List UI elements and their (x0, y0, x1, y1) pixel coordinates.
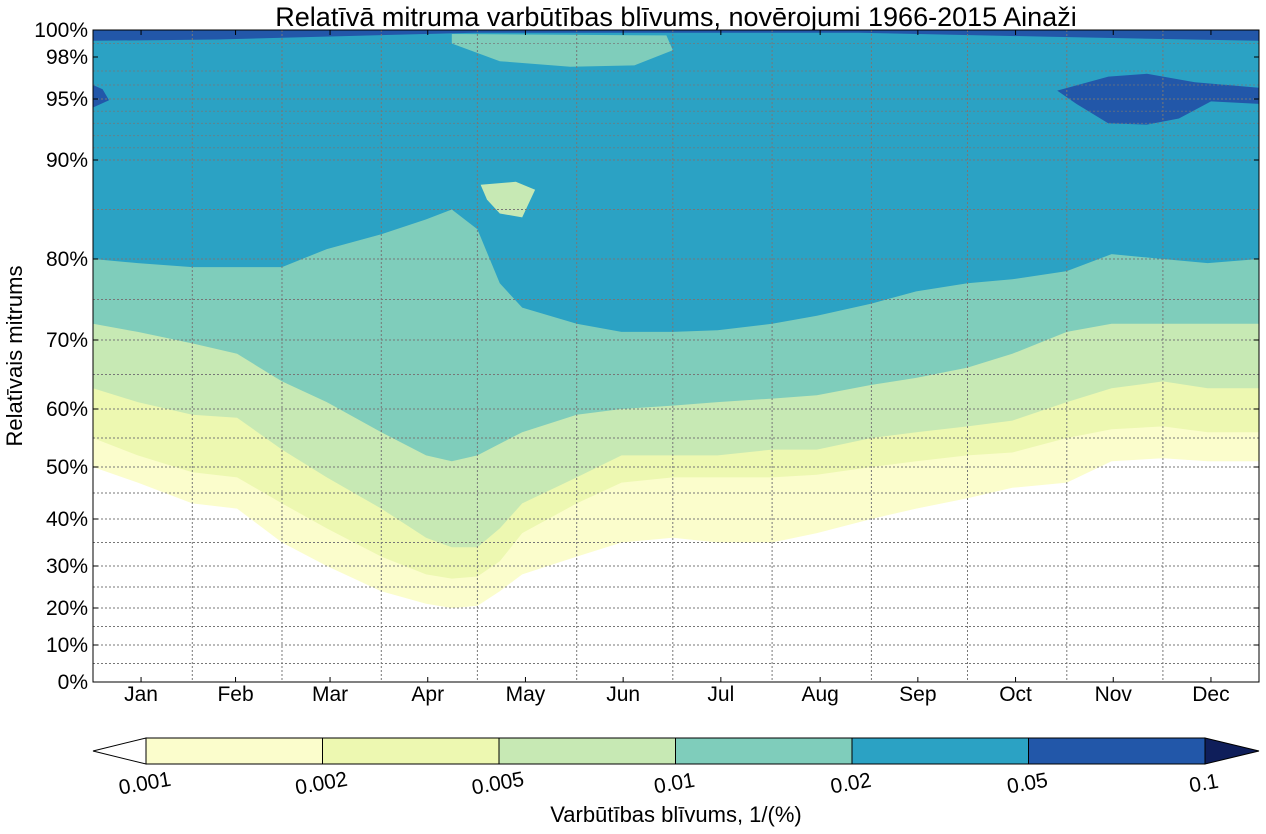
contour-region-teal-top (451, 34, 673, 67)
colorbar-tick-label: 0.1 (1187, 770, 1220, 798)
y-tick-label: 30% (46, 555, 88, 578)
y-tick-label: 0% (58, 671, 88, 694)
x-tick-label: Dec (1192, 683, 1229, 706)
colorbar-segment (675, 737, 853, 765)
y-tick-label: 95% (46, 88, 88, 111)
colorbar-segment (1028, 737, 1206, 765)
colorbar-tick-label: 0.002 (293, 768, 349, 800)
y-tick-label: 80% (46, 248, 88, 271)
colorbar: 0.001 0.002 0.005 0.01 0.02 0.05 0.1 (92, 737, 1260, 800)
y-tick-label: 60% (46, 398, 88, 421)
colorbar-tick-label: 0.01 (652, 769, 696, 799)
colorbar-tick-label: 0.001 (117, 768, 173, 800)
colorbar-extend-low (92, 737, 147, 765)
y-tick-label: 90% (46, 149, 88, 172)
colorbar-tick-label: 0.05 (1005, 769, 1049, 799)
y-tick-label: 40% (46, 508, 88, 531)
x-tick-label: Oct (999, 683, 1032, 706)
x-tick-label: Apr (411, 683, 444, 706)
colorbar-segment (145, 737, 323, 765)
colorbar-tick-label: 0.005 (470, 768, 526, 800)
x-tick-label: Jun (606, 683, 640, 706)
y-tick-label: 10% (46, 634, 88, 657)
grid-lines (93, 30, 1259, 682)
chart-title: Relatīvā mitruma varbūtības blīvums, nov… (275, 2, 1076, 32)
colorbar-segment (851, 737, 1029, 765)
y-tick-label: 100% (34, 19, 88, 42)
x-tick-label: Jan (124, 683, 158, 706)
x-tick-label: Sep (899, 683, 936, 706)
y-tick-label: 20% (46, 597, 88, 620)
y-tick-label: 50% (46, 456, 88, 479)
contour-region-teal-may (480, 181, 536, 218)
y-axis-ticks: 0% 10% 20% 30% 40% 50% 60% 70% 80% 90% 95% 98% 100% (34, 19, 1259, 694)
x-tick-label: Mar (312, 683, 348, 706)
x-tick-label: Jul (707, 683, 734, 706)
x-axis-ticks: Jan Feb Mar Apr May Jun Jul Aug Sep Oct Nov Dec (124, 30, 1230, 706)
colorbar-label: Varbūtības blīvums, 1/(%) (550, 802, 801, 827)
x-tick-label: May (506, 683, 546, 706)
contour-region-darkblue-top (93, 30, 1259, 41)
y-tick-label: 70% (46, 329, 88, 352)
x-tick-label: Aug (801, 683, 838, 706)
contour-region-darkblue-jan (93, 85, 109, 108)
colorbar-extend-high (1204, 737, 1260, 765)
x-tick-label: Nov (1095, 683, 1133, 706)
colorbar-segment (322, 737, 500, 765)
colorbar-tick-label: 0.02 (829, 769, 873, 799)
x-tick-label: Feb (217, 683, 253, 706)
plot-frame (92, 29, 1260, 683)
colorbar-segment (498, 737, 676, 765)
y-axis-label: Relatīvais mitrums (2, 266, 27, 447)
y-tick-label: 98% (46, 46, 88, 69)
contour-layer (93, 30, 1259, 682)
